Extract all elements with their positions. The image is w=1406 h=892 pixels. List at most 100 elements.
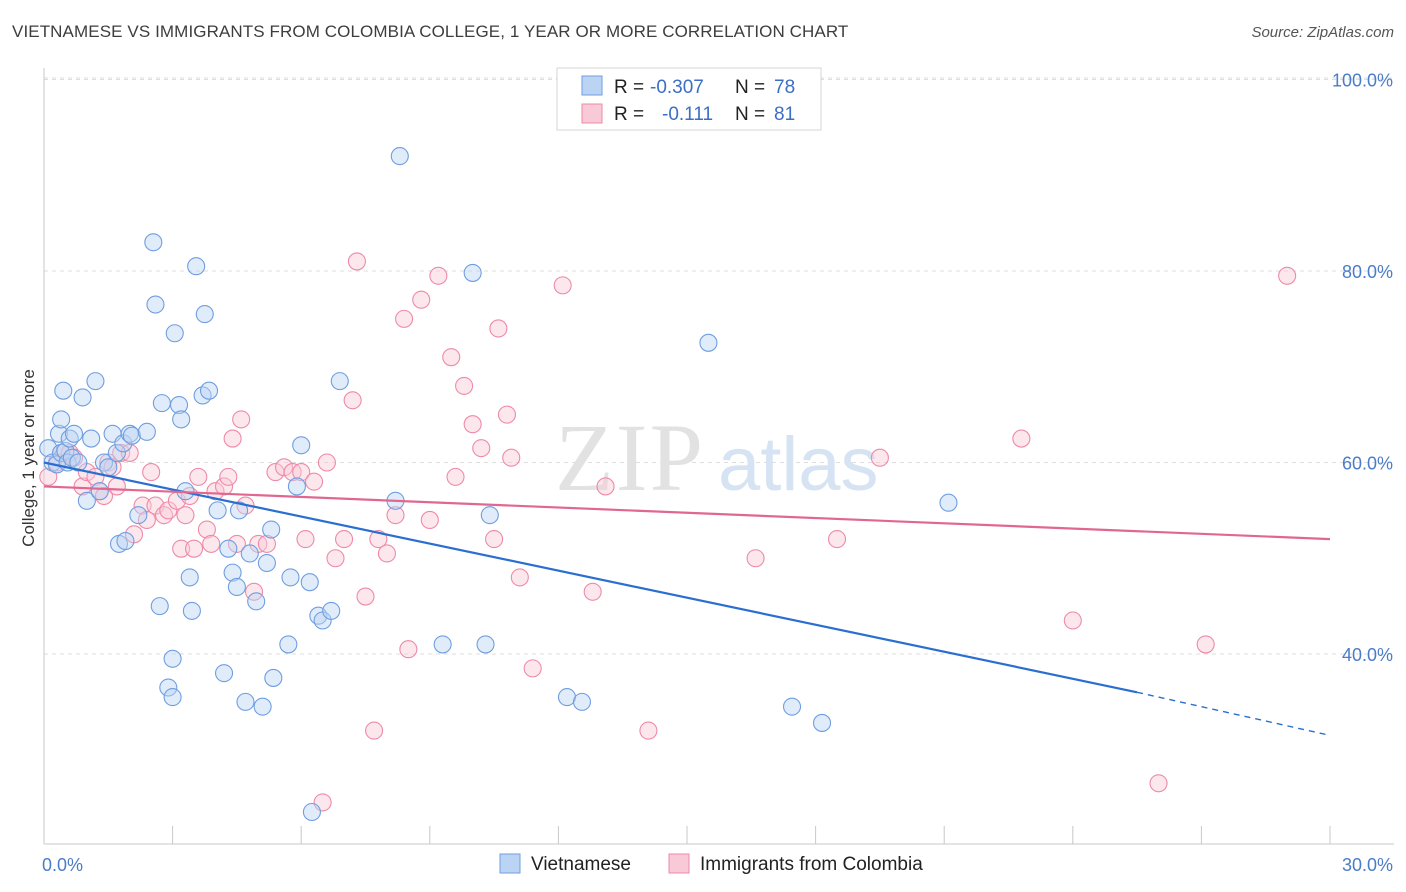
data-point-blue — [107, 443, 126, 462]
data-point-blue — [330, 372, 349, 391]
legend-label-vietnamese: Vietnamese — [531, 854, 631, 875]
data-point-blue — [287, 477, 306, 496]
data-point-pink — [214, 477, 234, 496]
data-point-blue — [302, 802, 321, 822]
trend-line-pink — [43, 485, 1331, 541]
legend: Vietnamese Immigrants from Colombia — [499, 853, 923, 875]
data-point-pink — [399, 640, 418, 659]
data-point-blue — [433, 635, 452, 654]
data-point-blue — [262, 520, 281, 539]
data-point-pink — [103, 458, 122, 477]
data-point-blue — [146, 295, 165, 314]
data-point-pink — [497, 405, 517, 424]
data-point-blue — [129, 506, 148, 525]
data-point-blue — [322, 601, 341, 620]
data-point-pink — [133, 496, 152, 515]
data-point-pink — [485, 530, 504, 549]
data-point-blue — [49, 424, 69, 443]
stats-n-value-colombia: 81 — [774, 104, 795, 125]
data-point-blue — [150, 597, 169, 616]
data-point-blue — [557, 688, 577, 707]
data-point-blue — [229, 501, 249, 520]
data-point-pink — [596, 477, 615, 496]
data-point-pink — [827, 530, 847, 549]
data-point-pink — [489, 319, 508, 338]
stats-box: R = -0.307 N = 78 R = -0.111 N = 81 — [556, 67, 822, 131]
x-ticks — [43, 826, 1331, 844]
y-tick-label-40: 40.0% — [1342, 645, 1393, 665]
data-point-blue — [480, 506, 499, 525]
legend-label-colombia: Immigrants from Colombia — [700, 854, 923, 875]
data-point-pink — [292, 463, 311, 482]
stats-swatch-vietnamese — [581, 75, 603, 96]
data-point-blue — [165, 324, 184, 343]
data-point-pink — [1278, 266, 1297, 285]
data-point-blue — [219, 539, 238, 558]
data-point-pink — [1196, 635, 1215, 654]
data-point-pink — [305, 472, 324, 491]
chart-source: Source: ZipAtlas.com — [1251, 24, 1394, 41]
data-point-pink — [223, 429, 242, 448]
data-point-blue — [236, 692, 255, 711]
data-point-pink — [176, 506, 195, 525]
data-point-pink — [39, 467, 58, 486]
data-point-pink — [197, 520, 216, 539]
legend-swatch-vietnamese — [499, 853, 521, 874]
watermark-atlas: atlas — [718, 422, 879, 507]
data-point-pink — [335, 530, 354, 549]
data-point-pink — [395, 309, 414, 328]
data-point-pink — [257, 534, 276, 553]
stats-r-value-vietnamese: -0.307 — [650, 77, 704, 98]
stats-r-label-colombia: R = — [614, 104, 644, 125]
series-colombia-points — [39, 252, 1297, 812]
data-point-pink — [356, 587, 375, 606]
x-tick-label-max: 30.0% — [1342, 855, 1393, 875]
watermark-zip: ZIP — [555, 404, 705, 511]
data-point-blue — [281, 568, 300, 587]
data-point-blue — [122, 426, 141, 445]
data-point-blue — [90, 482, 109, 501]
trend-line-blue — [43, 461, 1138, 694]
data-point-blue — [812, 713, 832, 732]
data-point-blue — [300, 573, 319, 592]
data-point-pink — [142, 463, 161, 482]
data-point-blue — [116, 531, 135, 551]
data-point-blue — [163, 649, 182, 668]
stats-n-value-vietnamese: 78 — [774, 77, 795, 98]
data-point-pink — [296, 530, 315, 549]
data-point-blue — [137, 422, 156, 441]
stats-n-label-colombia: N = — [735, 104, 765, 125]
data-point-blue — [199, 381, 219, 400]
trend-line-blue-extension — [1136, 691, 1331, 737]
data-point-pink — [73, 477, 92, 496]
data-point-pink — [583, 582, 602, 601]
data-point-pink — [232, 410, 251, 429]
data-point-pink — [377, 544, 396, 563]
data-point-pink — [442, 348, 461, 367]
data-point-pink — [553, 276, 572, 295]
data-point-pink — [420, 510, 439, 530]
data-point-blue — [782, 697, 802, 716]
data-point-blue — [208, 501, 227, 520]
chart-title: VIETNAMESE VS IMMIGRANTS FROM COLOMBIA C… — [12, 22, 849, 41]
data-point-blue — [476, 635, 495, 654]
data-point-pink — [446, 467, 465, 486]
data-point-pink — [347, 252, 366, 271]
data-point-blue — [180, 568, 199, 587]
data-point-pink — [412, 290, 431, 309]
data-point-blue — [182, 601, 201, 620]
data-point-blue — [195, 305, 214, 324]
data-point-pink — [365, 721, 384, 740]
data-point-blue — [54, 381, 73, 400]
data-point-pink — [219, 467, 238, 486]
data-point-blue — [463, 263, 482, 282]
data-point-blue — [292, 436, 311, 455]
data-point-pink — [343, 391, 362, 410]
data-point-pink — [455, 376, 474, 395]
data-point-blue — [64, 424, 84, 443]
data-point-pink — [870, 448, 889, 467]
data-point-blue — [86, 372, 105, 391]
data-point-blue — [264, 668, 283, 687]
data-point-blue — [82, 429, 101, 448]
